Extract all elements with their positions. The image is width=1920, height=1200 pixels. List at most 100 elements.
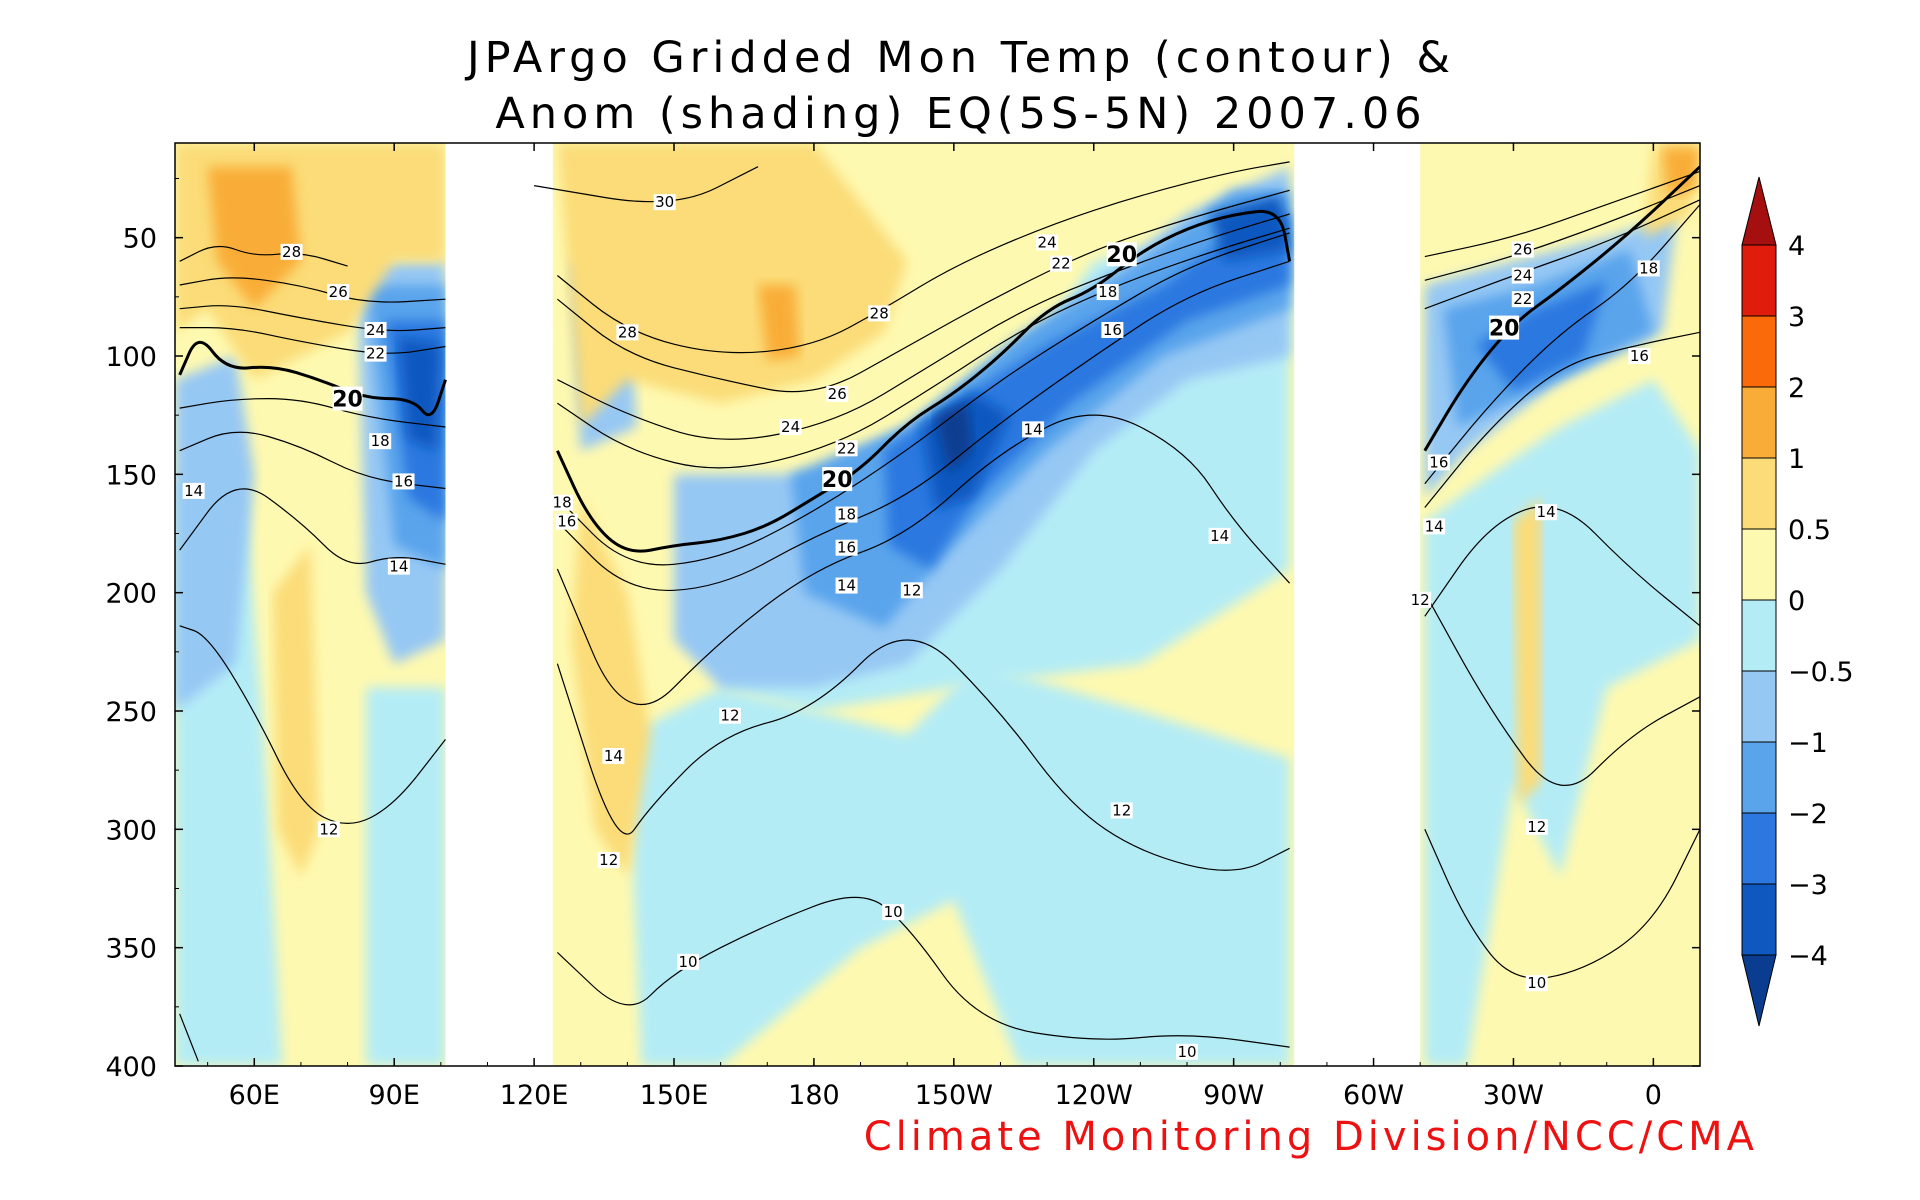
anomaly-region <box>571 498 651 877</box>
contour-line-28 <box>179 245 348 267</box>
contour-line-26 <box>1424 170 1700 258</box>
contour-label: 10 <box>884 903 903 921</box>
contour-label-bg <box>1036 234 1059 251</box>
contour-line-20 <box>178 340 447 417</box>
contour-label: 24 <box>1513 267 1532 285</box>
contour-label-bg <box>332 386 363 411</box>
contour-label-bg <box>364 345 387 362</box>
contour-label-bg <box>369 433 392 450</box>
colorbar-tick-label: 0 <box>1788 586 1805 617</box>
contour-label: 24 <box>366 321 385 339</box>
contour-label: 12 <box>599 851 618 869</box>
colorbar-box <box>1741 599 1777 672</box>
contour-label: 18 <box>1639 259 1658 277</box>
anomaly-region <box>557 143 908 427</box>
contour-line-26 <box>557 189 1290 393</box>
contour-label-bg <box>1423 518 1446 535</box>
colorbar-box <box>1741 741 1777 814</box>
contour-label-bg <box>882 904 905 921</box>
colorbar-box <box>1741 528 1777 601</box>
contour-line-16 <box>179 431 446 490</box>
colorbar-box <box>1741 244 1777 317</box>
contour-label-bg <box>653 194 676 211</box>
contour-label-bg <box>364 321 387 338</box>
contour-label-bg <box>1176 1043 1199 1060</box>
colorbar-box <box>1741 315 1777 388</box>
x-tick-label: 90E <box>368 1080 419 1111</box>
contour-label: 26 <box>828 385 847 403</box>
chart-title-line1: JPArgo Gridded Mon Temp (contour) & <box>464 33 1455 83</box>
contour-line-20 <box>1423 165 1700 452</box>
contour-label: 28 <box>618 323 637 341</box>
contour-line-24 <box>1424 185 1700 281</box>
contour-label-bg <box>602 747 625 764</box>
contour-label: 16 <box>394 472 413 490</box>
contour-label-bg <box>1535 504 1558 521</box>
contour-label: 20 <box>1106 243 1137 268</box>
y-tick-label: 200 <box>105 579 157 610</box>
contour-label-bg <box>1628 348 1651 364</box>
y-tick-label: 50 <box>123 224 157 255</box>
contour-label: 14 <box>1425 517 1444 535</box>
contour-label: 18 <box>371 432 390 450</box>
contour-label: 18 <box>837 506 856 524</box>
contour-label-bg <box>1511 291 1534 308</box>
contour-label: 24 <box>781 418 800 436</box>
anomaly-region <box>935 403 973 475</box>
contour-label: 20 <box>332 388 363 413</box>
contour-label: 14 <box>184 482 203 500</box>
x-tick-label: 120W <box>1055 1080 1133 1111</box>
colorbar-box <box>1741 457 1777 530</box>
plot-frame <box>174 142 1701 1067</box>
contour-label: 18 <box>553 494 572 512</box>
contour-label-bg <box>1489 315 1520 340</box>
contour-label: 28 <box>870 304 889 322</box>
contour-label-bg <box>1106 242 1137 267</box>
x-tick-label: 120E <box>500 1080 569 1111</box>
contour-label-bg <box>868 305 891 322</box>
contour-label: 26 <box>1513 241 1532 259</box>
contour-line-16 <box>1424 331 1700 508</box>
anomaly-region <box>758 285 800 361</box>
contour-label: 20 <box>1489 317 1520 342</box>
contour-label-bg <box>835 539 858 556</box>
missing-data-gap <box>1294 143 1421 1066</box>
y-tick-label: 400 <box>105 1052 157 1083</box>
chart-title-line2: Anom (shading) EQ(5S-5N) 2007.06 <box>495 89 1426 139</box>
missing-data-gaps <box>445 143 1421 1066</box>
contour-label: 30 <box>655 193 674 211</box>
contour-label: 12 <box>902 581 921 599</box>
contour-line-22 <box>179 327 446 354</box>
contour-line-12 <box>556 639 1290 871</box>
colorbar-top-arrow <box>1741 176 1777 246</box>
contour-label: 26 <box>329 283 348 301</box>
contour-label: 24 <box>1038 233 1057 251</box>
contour-line-12 <box>1424 592 1700 786</box>
contour-label: 20 <box>822 468 853 493</box>
contour-label-bg <box>597 852 620 869</box>
contour-line-18 <box>179 398 446 428</box>
contour-line-20 <box>556 209 1292 553</box>
colorbar-box <box>1741 812 1777 885</box>
contour-label: 22 <box>1513 290 1532 308</box>
contour-label: 14 <box>389 558 408 576</box>
contour-label: 18 <box>1098 283 1117 301</box>
colorbar-tick-label: 1 <box>1788 444 1805 475</box>
contour-label-bg <box>551 494 574 511</box>
contour-label: 16 <box>1103 321 1122 339</box>
contour-label-bg <box>826 385 849 402</box>
contour-label-bg <box>1208 527 1231 544</box>
contour-label: 16 <box>837 539 856 557</box>
colorbar-tick-label: 2 <box>1788 373 1805 404</box>
contour-line-28 <box>557 161 1290 354</box>
colorbar-tick-label: −2 <box>1788 799 1828 830</box>
contour-label-bg <box>1101 321 1124 338</box>
contour-label-bg <box>676 953 699 970</box>
contour-label-bg <box>327 284 350 301</box>
contour-label: 14 <box>1210 527 1229 545</box>
contour-label-bg <box>1096 284 1119 301</box>
y-tick-label: 350 <box>105 934 157 965</box>
contour-line-10 <box>1424 829 1700 979</box>
colorbar-box <box>1741 670 1777 743</box>
contour-label: 22 <box>1052 255 1071 273</box>
